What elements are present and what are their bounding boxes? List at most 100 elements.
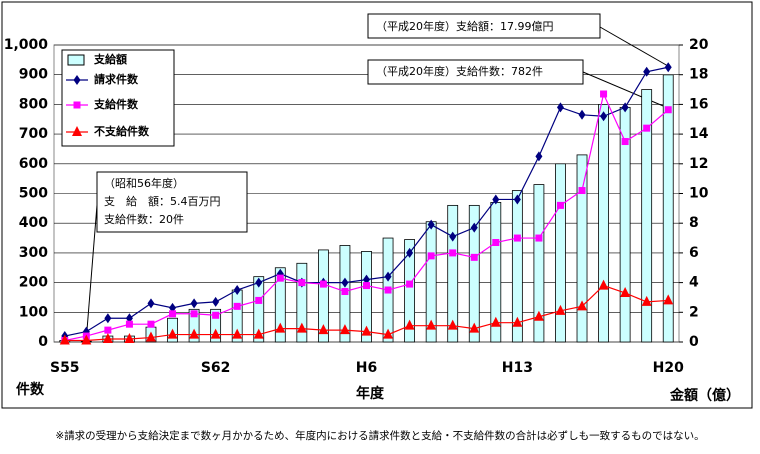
marker bbox=[492, 239, 500, 247]
legend-marker bbox=[72, 126, 82, 136]
marker bbox=[233, 302, 241, 310]
y2-tick-label: 16 bbox=[689, 96, 708, 112]
marker bbox=[384, 286, 392, 294]
marker bbox=[449, 231, 457, 242]
marker bbox=[556, 102, 564, 113]
marker bbox=[470, 253, 478, 261]
marker bbox=[384, 271, 392, 282]
marker bbox=[255, 277, 263, 288]
marker bbox=[147, 298, 155, 309]
marker bbox=[318, 324, 329, 335]
marker bbox=[447, 319, 458, 330]
y-tick-label: 300 bbox=[19, 245, 48, 261]
y-tick-label: 400 bbox=[19, 215, 48, 231]
marker bbox=[427, 252, 435, 260]
marker bbox=[556, 201, 564, 209]
annotation: （昭和56年度） bbox=[104, 176, 184, 190]
marker bbox=[341, 277, 349, 288]
marker bbox=[535, 151, 543, 162]
marker bbox=[319, 280, 327, 288]
bar bbox=[274, 267, 286, 343]
marker bbox=[513, 234, 521, 242]
x-tick-label: H6 bbox=[356, 360, 377, 376]
marker bbox=[641, 295, 652, 306]
bar bbox=[662, 74, 674, 343]
marker bbox=[363, 282, 370, 290]
marker bbox=[190, 298, 198, 309]
marker bbox=[233, 285, 241, 296]
marker bbox=[383, 328, 394, 339]
x-tick-label: H20 bbox=[653, 360, 684, 376]
annotation: （平成20年度）支給額：17.99億円 bbox=[376, 19, 554, 33]
legend-label: 支給額 bbox=[93, 52, 127, 66]
legend-marker bbox=[73, 75, 81, 85]
y-tick-label: 200 bbox=[19, 275, 48, 291]
leader-line bbox=[86, 204, 98, 331]
marker bbox=[512, 316, 523, 327]
marker bbox=[533, 310, 544, 321]
marker bbox=[361, 325, 372, 336]
marker bbox=[212, 296, 220, 307]
bar bbox=[317, 249, 329, 343]
marker bbox=[253, 328, 264, 339]
y2-tick-label: 20 bbox=[689, 37, 709, 53]
footnote: ※請求の受理から支給決定まで数ヶ月かかるため、年度内における請求件数と支給・不支… bbox=[55, 429, 704, 442]
marker bbox=[296, 322, 307, 333]
marker bbox=[125, 320, 133, 328]
marker bbox=[169, 310, 177, 318]
y2-axis-label: 金額（億） bbox=[669, 387, 740, 404]
x-tick-label: H13 bbox=[502, 360, 533, 376]
bar bbox=[468, 204, 480, 343]
marker bbox=[145, 331, 156, 342]
marker bbox=[81, 334, 92, 345]
marker bbox=[470, 222, 478, 233]
y2-tick-label: 12 bbox=[689, 156, 708, 172]
bar bbox=[641, 89, 653, 343]
frame bbox=[1, 1, 753, 409]
marker bbox=[492, 194, 500, 205]
x-tick-label: S55 bbox=[50, 360, 80, 376]
marker bbox=[232, 328, 243, 339]
annotation: （平成20年度）支給件数：782件 bbox=[376, 64, 543, 78]
marker bbox=[339, 324, 350, 335]
marker bbox=[104, 326, 112, 334]
annotation-box bbox=[96, 171, 248, 233]
marker bbox=[663, 294, 674, 305]
legend-label: 請求件数 bbox=[94, 72, 139, 86]
y2-tick-label: 6 bbox=[689, 245, 699, 261]
marker bbox=[555, 304, 566, 315]
marker bbox=[426, 319, 437, 330]
marker bbox=[578, 187, 586, 195]
bar bbox=[447, 204, 459, 343]
marker bbox=[643, 124, 651, 132]
y2-tick-label: 4 bbox=[689, 275, 699, 291]
marker bbox=[577, 300, 588, 311]
bar bbox=[253, 276, 265, 343]
y-tick-label: 1,000 bbox=[4, 37, 49, 53]
annotation: 支 給 額：5.4百万円 bbox=[104, 194, 221, 208]
y-tick-label: 700 bbox=[19, 126, 48, 142]
marker bbox=[147, 320, 155, 328]
marker bbox=[406, 247, 414, 258]
y-tick-label: 0 bbox=[38, 334, 48, 350]
marker bbox=[600, 111, 608, 122]
y-tick-label: 800 bbox=[19, 96, 48, 112]
x-tick-label: S62 bbox=[201, 360, 231, 376]
bar bbox=[511, 190, 523, 343]
marker bbox=[643, 66, 651, 77]
y-tick-label: 600 bbox=[19, 156, 48, 172]
bar bbox=[576, 154, 588, 343]
annotation: 支給件数：20件 bbox=[104, 212, 184, 226]
x-axis-label: 年度 bbox=[356, 385, 385, 402]
leader-line bbox=[582, 71, 669, 109]
marker bbox=[490, 316, 501, 327]
marker bbox=[449, 249, 457, 257]
y-tick-label: 900 bbox=[19, 67, 48, 83]
marker bbox=[664, 106, 672, 114]
marker bbox=[124, 333, 135, 344]
annotation-box bbox=[367, 13, 601, 39]
marker bbox=[406, 280, 414, 288]
marker bbox=[298, 279, 306, 287]
y2-tick-label: 18 bbox=[689, 67, 708, 83]
marker bbox=[341, 288, 349, 296]
